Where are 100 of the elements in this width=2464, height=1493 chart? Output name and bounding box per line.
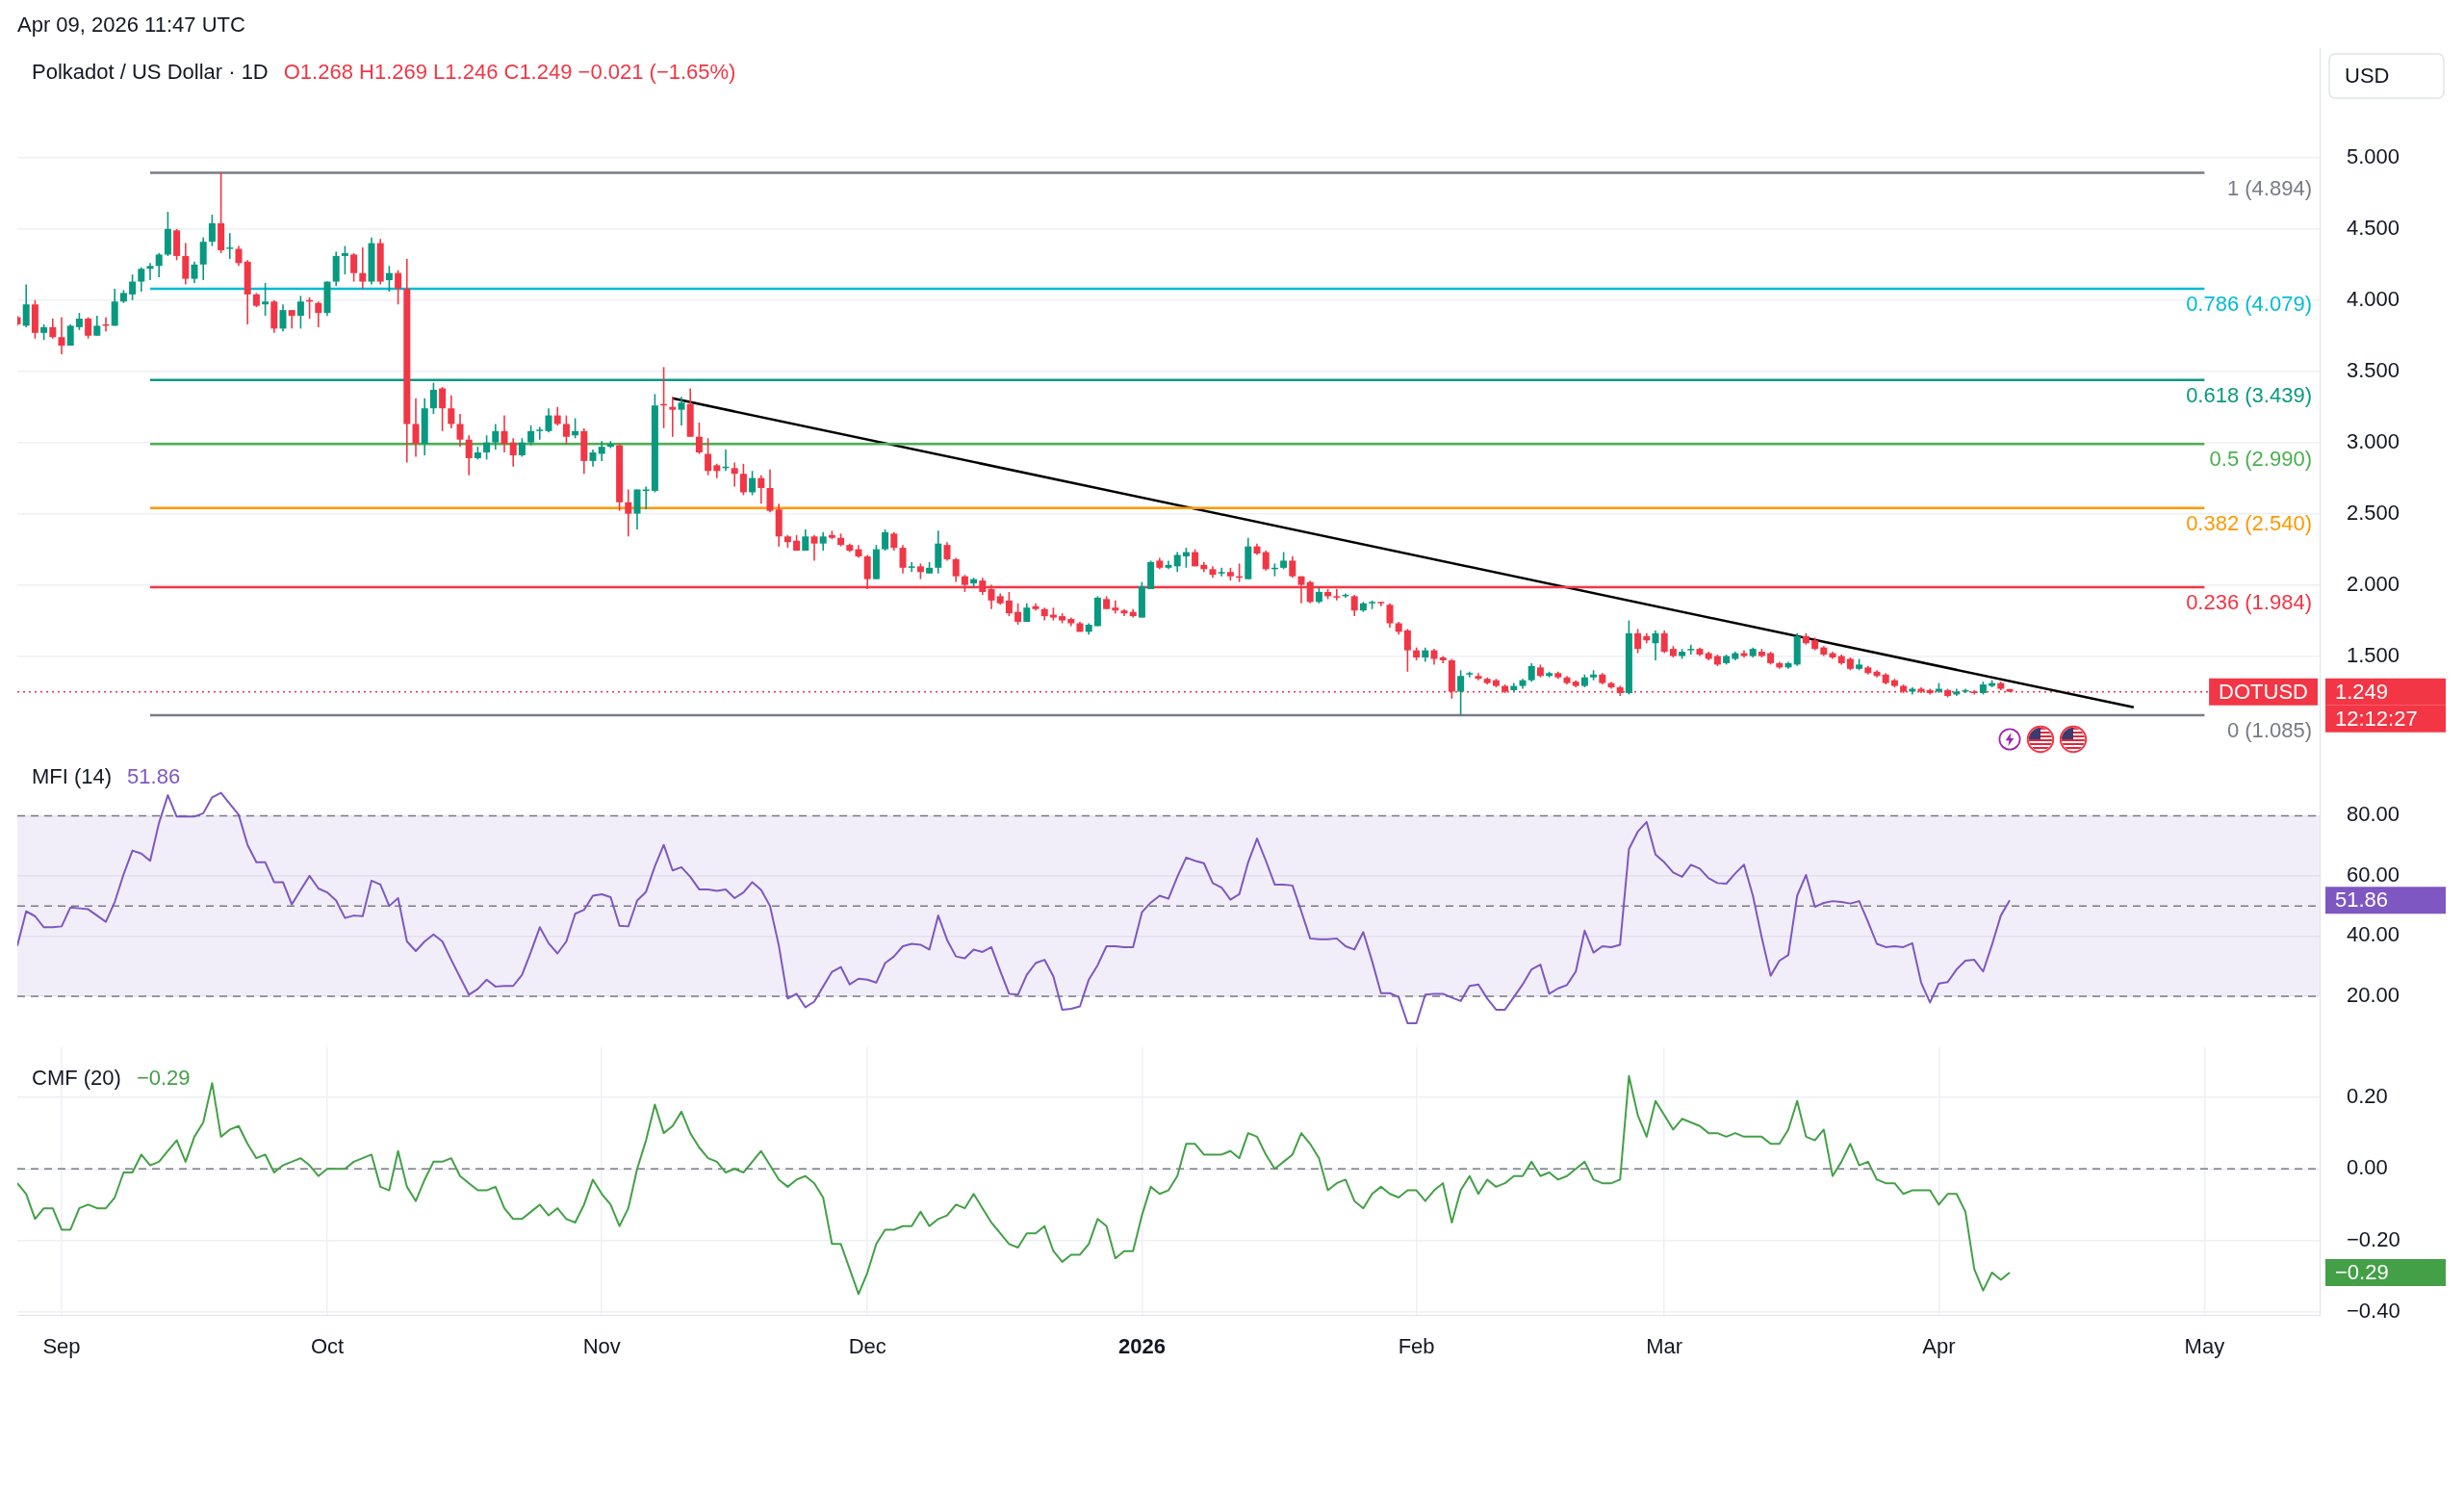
- candlestick: [890, 531, 898, 552]
- candlestick: [429, 381, 437, 415]
- candlestick: [705, 437, 712, 476]
- candlestick: [882, 528, 889, 552]
- y-tick-label: 3.000: [2347, 428, 2400, 453]
- candlestick: [208, 214, 216, 247]
- candlestick: [22, 283, 30, 328]
- candlestick: [553, 405, 561, 426]
- y-tick-label: 4.000: [2347, 286, 2400, 311]
- y-tick-label: 80.00: [2347, 802, 2400, 827]
- candlestick: [49, 318, 57, 340]
- candlestick: [1660, 630, 1668, 655]
- candlestick: [483, 434, 491, 461]
- candlestick: [1182, 547, 1190, 569]
- x-tick-label: 2026: [1117, 1333, 1166, 1358]
- x-tick-label: May: [2184, 1333, 2225, 1358]
- candlestick: [395, 269, 402, 306]
- candlestick: [1112, 600, 1119, 614]
- candlestick: [1457, 669, 1465, 716]
- series-label: 0.786 (4.079): [2186, 292, 2312, 317]
- candlestick: [509, 437, 517, 468]
- series-label: 0 (1.085): [2226, 717, 2312, 742]
- y-axis-title: USD: [2345, 64, 2390, 89]
- candlestick: [527, 425, 535, 447]
- candlestick: [749, 470, 757, 497]
- candlestick: [695, 422, 703, 455]
- series-label: 0.5 (2.990): [2209, 447, 2312, 472]
- y-tick-label: 20.00: [2347, 982, 2400, 1007]
- candlestick: [1005, 591, 1013, 617]
- series-label: 1 (4.894): [2226, 175, 2312, 200]
- candlestick: [731, 461, 738, 488]
- text: 1.249: [2335, 679, 2389, 704]
- candlestick: [598, 440, 605, 462]
- y-tick-label: 3.500: [2347, 357, 2400, 382]
- ref-line-label: DOTUSD: [2219, 679, 2308, 704]
- y-tick-label: 40.00: [2347, 922, 2400, 947]
- series-label: 0.382 (2.540): [2186, 510, 2312, 535]
- candlestick: [766, 468, 774, 513]
- candlestick: [572, 417, 579, 440]
- x-tick-label: Dec: [848, 1333, 886, 1358]
- candlestick: [199, 236, 207, 281]
- text: O1.268 H1.269 L1.246 C1.249 −0.021 (−1.65%): [283, 60, 736, 85]
- candlestick: [359, 246, 367, 290]
- chart-title: MFI (14): [32, 764, 113, 789]
- y-tick-label: 5.000: [2347, 143, 2400, 168]
- y-tick-label: 60.00: [2347, 862, 2400, 887]
- y-tick-label: 2.500: [2347, 500, 2400, 525]
- candlestick: [93, 315, 101, 337]
- candlestick: [1350, 594, 1358, 617]
- candlestick: [1687, 643, 1695, 656]
- candlestick: [129, 273, 137, 301]
- candlestick: [500, 414, 508, 453]
- candlestick: [350, 252, 358, 283]
- y-tick-label: 2.000: [2347, 571, 2400, 596]
- candlestick: [155, 252, 163, 278]
- candlestick: [146, 262, 154, 281]
- x-tick-label: Feb: [1398, 1333, 1435, 1358]
- candlestick: [1289, 555, 1296, 579]
- candlestick: [1014, 602, 1022, 626]
- candlestick: [226, 232, 234, 260]
- y-tick-label: 0.20: [2347, 1084, 2388, 1109]
- text: Apr 09, 2026 11:47 UTC: [17, 13, 245, 37]
- candlestick: [757, 474, 765, 505]
- candlestick: [235, 245, 243, 268]
- candlestick: [1634, 628, 1642, 655]
- candlestick: [1386, 602, 1394, 629]
- candlestick: [279, 303, 287, 333]
- candlestick: [819, 531, 827, 552]
- candlestick: [625, 488, 632, 538]
- candlestick: [315, 300, 322, 328]
- candlestick: [810, 534, 818, 562]
- y-tick-label: −0.40: [2347, 1298, 2400, 1323]
- candlestick: [1262, 550, 1270, 572]
- candlestick: [545, 407, 552, 434]
- candlestick: [138, 266, 145, 293]
- y-tick-label: 1.500: [2347, 642, 2400, 667]
- candlestick: [288, 309, 295, 330]
- text: −0.29: [136, 1066, 191, 1091]
- candlestick: [908, 561, 915, 574]
- candlestick: [1403, 628, 1411, 673]
- text: 51.86: [2335, 888, 2389, 913]
- candlestick: [899, 544, 907, 575]
- text: CMF (20): [32, 1066, 121, 1091]
- y-tick-label: −0.20: [2347, 1226, 2400, 1251]
- chart-subtitle: 51.86: [127, 764, 181, 789]
- candlestick: [465, 434, 473, 476]
- candlestick: [739, 463, 747, 497]
- candlestick: [448, 395, 455, 429]
- y-tick-label: 0.00: [2347, 1155, 2388, 1180]
- candlestick: [439, 386, 447, 432]
- x-tick-label: Sep: [42, 1333, 81, 1358]
- candlestick: [191, 261, 198, 284]
- x-tick-label: Mar: [1646, 1333, 1683, 1358]
- text: Polkadot / US Dollar · 1D: [32, 60, 269, 85]
- candlestick: [669, 396, 677, 438]
- x-tick-label: Apr: [1922, 1333, 1956, 1358]
- candlestick: [182, 242, 190, 286]
- candlestick: [385, 265, 393, 293]
- candlestick: [85, 316, 92, 340]
- candlestick: [562, 414, 570, 445]
